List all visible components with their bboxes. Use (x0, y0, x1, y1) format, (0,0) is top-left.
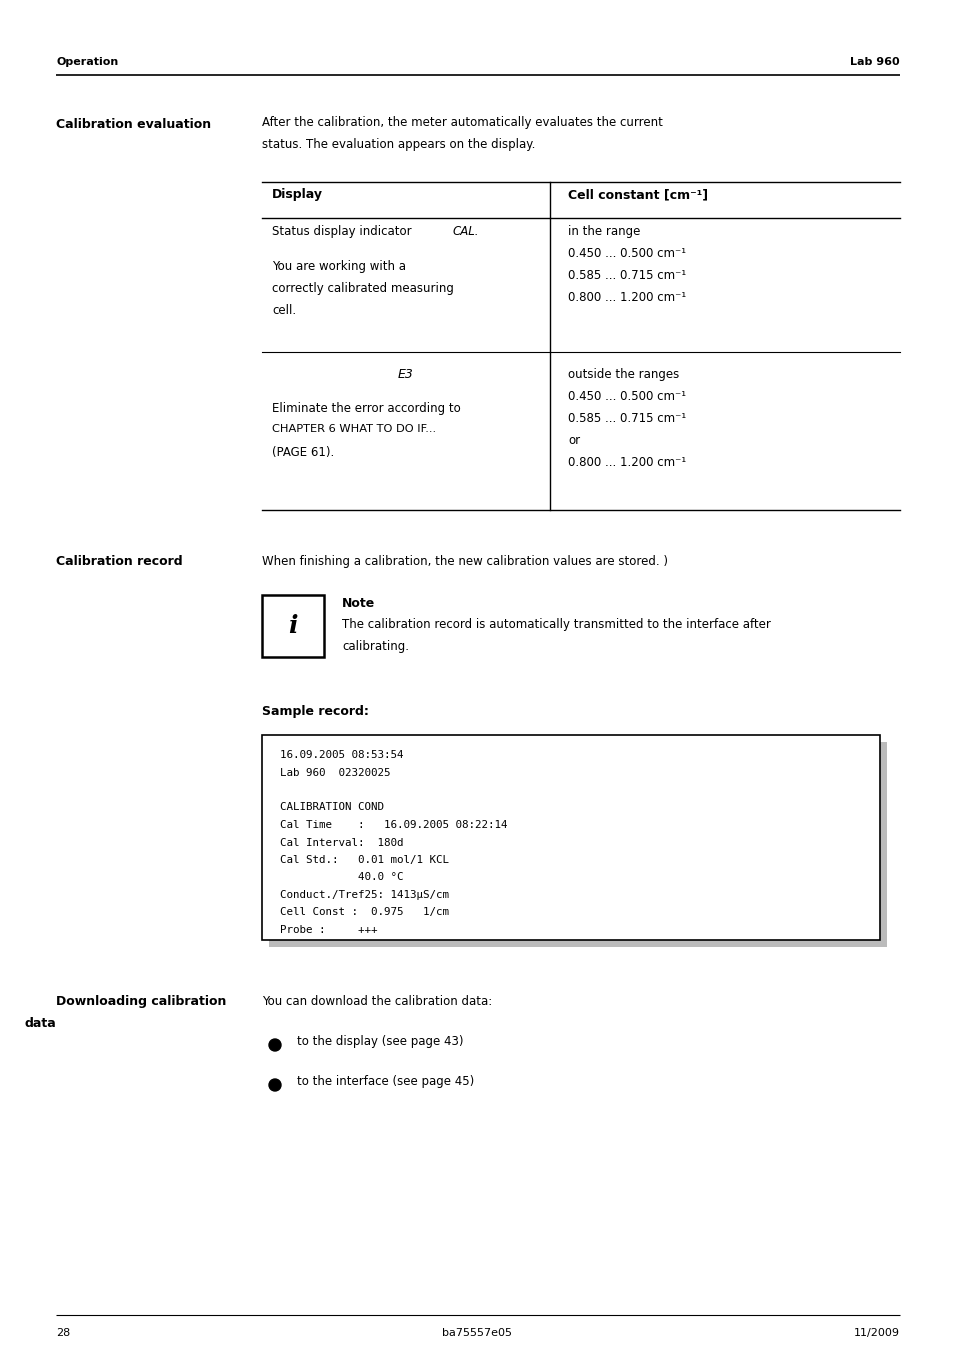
Text: Calibration evaluation: Calibration evaluation (56, 118, 211, 131)
Text: Cell constant [cm⁻¹]: Cell constant [cm⁻¹] (567, 188, 707, 201)
Text: Cal Interval:  180d: Cal Interval: 180d (280, 838, 403, 847)
Text: The calibration record is automatically transmitted to the interface after: The calibration record is automatically … (341, 617, 770, 631)
Text: Note: Note (341, 597, 375, 611)
Circle shape (269, 1039, 281, 1051)
FancyBboxPatch shape (262, 735, 879, 940)
Text: 16.09.2005 08:53:54: 16.09.2005 08:53:54 (280, 750, 403, 761)
Text: to the interface (see page 45): to the interface (see page 45) (296, 1075, 474, 1088)
Text: Lab 960  02320025: Lab 960 02320025 (280, 767, 390, 777)
Text: ba75557e05: ba75557e05 (441, 1328, 512, 1337)
Text: 0.450 ... 0.500 cm⁻¹: 0.450 ... 0.500 cm⁻¹ (567, 247, 685, 259)
Text: to the display (see page 43): to the display (see page 43) (296, 1035, 463, 1048)
Text: Cal Time    :   16.09.2005 08:22:14: Cal Time : 16.09.2005 08:22:14 (280, 820, 507, 830)
Text: 0.585 ... 0.715 cm⁻¹: 0.585 ... 0.715 cm⁻¹ (567, 412, 685, 426)
Text: Conduct./Tref25: 1413µS/cm: Conduct./Tref25: 1413µS/cm (280, 890, 449, 900)
Text: cell.: cell. (272, 304, 295, 317)
Text: data: data (24, 1017, 56, 1029)
Text: Cal Std.:   0.01 mol/1 KCL: Cal Std.: 0.01 mol/1 KCL (280, 855, 449, 865)
Circle shape (269, 1079, 281, 1092)
Text: status. The evaluation appears on the display.: status. The evaluation appears on the di… (262, 138, 535, 151)
Text: CHAPTER 6 WHAT TO DO IF...: CHAPTER 6 WHAT TO DO IF... (272, 424, 436, 434)
Text: Sample record:: Sample record: (262, 705, 369, 717)
Text: 0.800 ... 1.200 cm⁻¹: 0.800 ... 1.200 cm⁻¹ (567, 457, 685, 469)
Text: Display: Display (272, 188, 323, 201)
Text: After the calibration, the meter automatically evaluates the current: After the calibration, the meter automat… (262, 116, 662, 128)
Text: in the range: in the range (567, 226, 639, 238)
Text: calibrating.: calibrating. (341, 640, 409, 653)
Text: Status display indicator: Status display indicator (272, 226, 415, 238)
Text: 28: 28 (56, 1328, 71, 1337)
FancyBboxPatch shape (262, 594, 324, 657)
Text: Probe :     +++: Probe : +++ (280, 925, 377, 935)
FancyBboxPatch shape (269, 742, 886, 947)
Text: correctly calibrated measuring: correctly calibrated measuring (272, 282, 454, 295)
Text: 0.800 ... 1.200 cm⁻¹: 0.800 ... 1.200 cm⁻¹ (567, 290, 685, 304)
Text: 0.450 ... 0.500 cm⁻¹: 0.450 ... 0.500 cm⁻¹ (567, 390, 685, 403)
Text: Downloading calibration: Downloading calibration (56, 994, 226, 1008)
Text: CAL.: CAL. (452, 226, 478, 238)
Text: outside the ranges: outside the ranges (567, 367, 679, 381)
Text: 11/2009: 11/2009 (853, 1328, 899, 1337)
Text: Operation: Operation (56, 57, 118, 68)
Text: You can download the calibration data:: You can download the calibration data: (262, 994, 492, 1008)
Text: Lab 960: Lab 960 (849, 57, 899, 68)
Text: 0.585 ... 0.715 cm⁻¹: 0.585 ... 0.715 cm⁻¹ (567, 269, 685, 282)
Text: (PAGE 61).: (PAGE 61). (272, 446, 334, 459)
Text: Eliminate the error according to: Eliminate the error according to (272, 403, 460, 415)
Text: or: or (567, 434, 579, 447)
Text: When finishing a calibration, the new calibration values are stored. ): When finishing a calibration, the new ca… (262, 555, 667, 567)
Text: CALIBRATION COND: CALIBRATION COND (280, 802, 384, 812)
Text: You are working with a: You are working with a (272, 259, 406, 273)
Text: 40.0 °C: 40.0 °C (280, 873, 403, 882)
Text: i: i (288, 613, 297, 638)
Text: Cell Const :  0.975   1/cm: Cell Const : 0.975 1/cm (280, 908, 449, 917)
Text: E3: E3 (397, 367, 414, 381)
Text: Calibration record: Calibration record (56, 555, 182, 567)
